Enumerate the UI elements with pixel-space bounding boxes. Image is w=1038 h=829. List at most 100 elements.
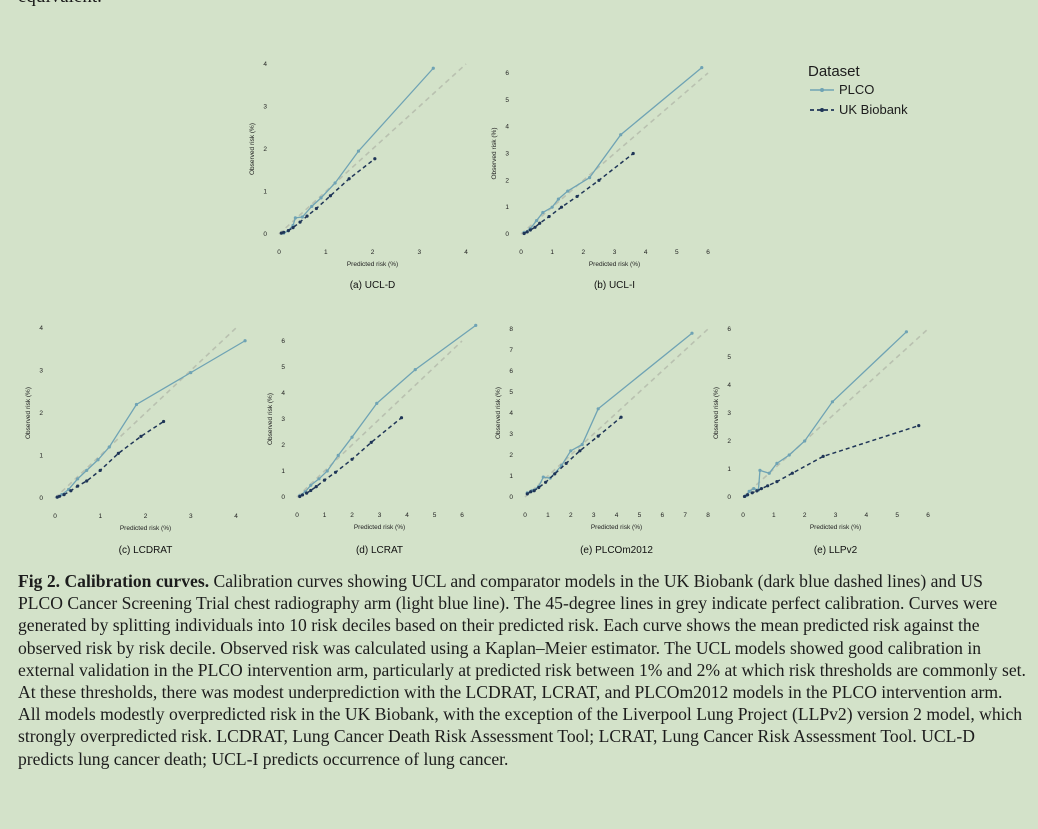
legend-label-plco: PLCO xyxy=(839,82,874,97)
y-tick-label: 6 xyxy=(281,338,285,345)
panel-title: (b) UCL-I xyxy=(594,280,635,291)
data-point xyxy=(700,66,704,70)
data-point xyxy=(597,178,601,182)
y-tick-label: 6 xyxy=(727,326,731,333)
x-tick-label: 6 xyxy=(460,512,464,519)
data-point xyxy=(293,216,297,220)
data-point xyxy=(690,331,694,335)
x-tick-label: 4 xyxy=(615,512,619,519)
data-point xyxy=(474,323,478,327)
y-tick-label: 5 xyxy=(281,364,285,371)
data-point xyxy=(564,461,568,465)
x-tick-label: 5 xyxy=(638,512,642,519)
x-tick-label: 6 xyxy=(660,512,664,519)
data-point xyxy=(314,206,318,211)
data-point xyxy=(310,204,314,208)
panel-title: (a) UCL-D xyxy=(350,280,396,291)
data-point xyxy=(752,487,756,491)
x-tick-label: 5 xyxy=(675,249,679,256)
data-point xyxy=(298,494,302,499)
series-line-uk-biobank xyxy=(523,152,634,235)
data-point xyxy=(107,445,111,449)
data-point xyxy=(803,439,807,443)
data-point xyxy=(399,416,404,420)
y-tick-label: 7 xyxy=(509,347,513,354)
x-tick-label: 1 xyxy=(546,512,550,519)
data-point xyxy=(534,218,539,223)
perfect-calibration-line xyxy=(278,63,467,235)
data-point xyxy=(62,493,66,497)
x-axis-label: Predicted risk (%) xyxy=(591,524,642,531)
data-point xyxy=(85,479,89,483)
series-line-plco xyxy=(745,331,907,496)
x-tick-label: 3 xyxy=(417,249,421,256)
x-tick-label: 3 xyxy=(189,513,193,520)
y-axis-label: Observed risk (%) xyxy=(491,127,498,179)
y-tick-label: 4 xyxy=(39,325,43,332)
y-tick-label: 1 xyxy=(281,468,285,475)
series-line-uk-biobank xyxy=(744,424,919,498)
data-point xyxy=(85,468,89,472)
chart-panel-4: 0 1 2 3 4 5 6 0 1 2 3 4 5 6 Predicted risk (%) Observed… xyxy=(267,323,478,556)
data-point xyxy=(347,177,351,181)
x-tick-label: 5 xyxy=(895,512,899,519)
x-tick-label: 2 xyxy=(371,249,375,256)
y-tick-label: 3 xyxy=(281,416,285,423)
legend-label-uk-biobank: UK Biobank xyxy=(839,102,908,117)
data-point xyxy=(309,483,313,487)
y-tick-label: 1 xyxy=(509,473,513,480)
x-tick-label: 6 xyxy=(926,512,930,519)
data-point xyxy=(538,221,542,225)
y-axis-label: Observed risk (%) xyxy=(495,387,502,439)
y-tick-label: 5 xyxy=(727,354,731,361)
x-tick-label: 4 xyxy=(234,513,238,520)
data-point xyxy=(556,197,561,201)
data-point xyxy=(286,229,290,233)
x-tick-label: 4 xyxy=(405,512,409,519)
data-point xyxy=(830,400,835,404)
panel-title: (e) LLPv2 xyxy=(814,545,858,556)
y-tick-label: 8 xyxy=(509,326,513,333)
data-point xyxy=(291,226,295,230)
x-tick-label: 3 xyxy=(592,512,596,519)
data-point xyxy=(319,196,323,200)
data-point xyxy=(525,230,529,234)
x-tick-label: 4 xyxy=(644,249,648,256)
x-tick-label: 0 xyxy=(741,512,745,519)
x-tick-label: 2 xyxy=(144,513,148,520)
x-tick-label: 0 xyxy=(53,513,57,520)
y-axis-label: Observed risk (%) xyxy=(267,393,274,445)
y-tick-label: 0 xyxy=(505,231,509,238)
data-point xyxy=(547,214,551,219)
y-tick-label: 4 xyxy=(281,390,285,397)
y-tick-label: 2 xyxy=(505,177,509,184)
y-tick-label: 1 xyxy=(39,453,43,460)
data-point xyxy=(904,330,909,334)
y-tick-label: 5 xyxy=(505,97,509,104)
perfect-calibration-line xyxy=(524,328,709,498)
y-tick-label: 4 xyxy=(727,382,731,389)
y-tick-label: 0 xyxy=(263,231,267,238)
x-axis-label: Predicted risk (%) xyxy=(810,524,861,531)
panel-title: (e) PLCOm2012 xyxy=(580,545,653,556)
data-point xyxy=(529,490,533,494)
data-point xyxy=(333,470,338,474)
y-tick-label: 2 xyxy=(263,146,267,153)
y-axis-label: Observed risk (%) xyxy=(249,123,256,175)
x-tick-label: 2 xyxy=(582,249,586,256)
data-point xyxy=(596,434,600,438)
perfect-calibration-line xyxy=(520,72,709,235)
y-tick-label: 3 xyxy=(505,151,509,158)
data-point xyxy=(314,485,318,489)
data-point xyxy=(305,214,309,218)
perfect-calibration-line xyxy=(742,328,929,498)
data-point xyxy=(300,215,304,219)
panel-title: (c) LCDRAT xyxy=(119,545,173,556)
data-point xyxy=(413,368,417,372)
preceding-text-fragment: equivalent. xyxy=(18,0,102,8)
y-tick-label: 4 xyxy=(505,124,509,131)
data-point xyxy=(541,475,545,479)
series-line-plco xyxy=(283,67,434,234)
y-tick-label: 3 xyxy=(509,431,513,438)
x-axis-label: Predicted risk (%) xyxy=(589,261,640,268)
